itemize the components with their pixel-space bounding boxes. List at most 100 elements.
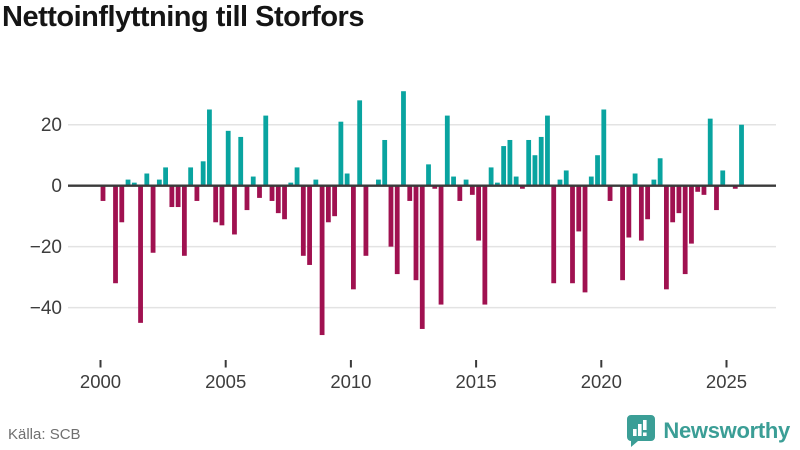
bar-undefined [576,185,582,232]
bar-undefined [545,115,550,186]
bar-undefined [520,185,525,189]
bar-undefined [482,185,488,305]
bar-undefined [263,115,269,186]
bar-undefined [563,170,569,186]
bar-undefined [194,185,200,201]
bar-undefined [588,176,594,186]
x-tick-label: 2005 [205,371,246,392]
bar-undefined [494,182,500,186]
bar-undefined [207,109,212,186]
bar-undefined [275,185,281,214]
bar-undefined [219,185,225,226]
y-tick-label: −40 [30,298,62,319]
bar-undefined [664,185,669,290]
bar-undefined [438,185,444,305]
bar-undefined [488,167,494,186]
bar-undefined [638,185,644,241]
bar-undefined [225,130,231,186]
bar-undefined [657,158,663,186]
bar-undefined [463,179,469,186]
bar-undefined [413,185,419,281]
bar-undefined [601,109,607,186]
bar-undefined [313,179,319,186]
bar-undefined [213,185,219,223]
bar-undefined [244,185,250,211]
bar-undefined [444,115,450,186]
bar-undefined [325,185,331,223]
source-note: Källa: SCB [8,426,81,443]
bar-undefined [689,185,694,244]
bar-undefined [200,161,206,186]
bar-undefined [632,173,638,186]
bar-undefined [551,185,557,284]
bar-undefined [620,185,625,281]
bar-undefined [651,179,657,186]
bar-undefined [363,185,369,256]
bar-undefined [457,185,463,201]
bar-undefined [307,185,312,265]
bar-chart: 20 0 −20 −40 2000 2005 2010 2015 2020 2025 [30,91,776,392]
bar-undefined [513,176,519,186]
bar-undefined [232,185,237,235]
bar-undefined [100,185,106,201]
bar-undefined [269,185,275,201]
x-tick-label: 2010 [330,371,371,392]
bar-undefined [163,167,168,186]
bar-undefined [169,185,175,208]
bar-undefined [257,185,262,198]
bar-undefined [394,185,400,275]
bar-chart-speech-bubble-icon [627,415,656,447]
y-tick-label: 20 [41,115,62,136]
bar-undefined [401,91,406,186]
bar-undefined [739,124,744,186]
bar-undefined [250,176,256,186]
bar-undefined [695,185,701,192]
bar-undefined [714,185,719,211]
bar-undefined [526,139,532,186]
bar-undefined [595,155,600,186]
bar-undefined [344,173,350,186]
bar-undefined [626,185,632,238]
bar-undefined [419,185,425,329]
bar-undefined [382,139,388,186]
bar-undefined [426,164,431,186]
bar-undefined [238,136,244,186]
bar-undefined [119,185,125,223]
bar-undefined [501,146,507,186]
y-tick-label: −20 [30,237,62,258]
bar-undefined [720,170,726,186]
bar-undefined [332,185,338,217]
bar-undefined [125,179,131,186]
bar-undefined [131,182,137,186]
logo-wordmark: Newsworthy [663,418,790,443]
bar-undefined [645,185,651,220]
bar-undefined [532,155,538,186]
bar-undefined [682,185,688,275]
bar-undefined [156,179,162,186]
chart-title: Nettoinflyttning till Storfors [2,1,364,33]
bar-undefined [507,139,513,186]
bar-undefined [181,185,187,256]
bar-undefined [476,185,481,241]
y-tick-label: 0 [51,176,62,197]
bar-undefined [338,121,344,186]
bar-undefined [707,118,713,186]
x-tick-label: 2025 [706,371,747,392]
x-tick-label: 2020 [581,371,622,392]
bar-undefined [150,185,156,253]
bar-undefined [294,167,300,186]
bar-undefined [188,167,194,186]
bar-undefined [557,179,563,186]
bar-undefined [357,100,363,186]
bar-undefined [388,185,394,247]
bar-undefined [582,185,588,293]
bar-undefined [732,185,738,189]
bar-undefined [113,185,118,284]
bar-undefined [175,185,181,208]
bar-undefined [376,179,381,186]
bar-undefined [701,185,707,195]
bar-undefined [469,185,475,195]
bar-undefined [300,185,306,256]
newsworthy-logo: Newsworthy [626,414,790,448]
bar-undefined [351,185,356,290]
